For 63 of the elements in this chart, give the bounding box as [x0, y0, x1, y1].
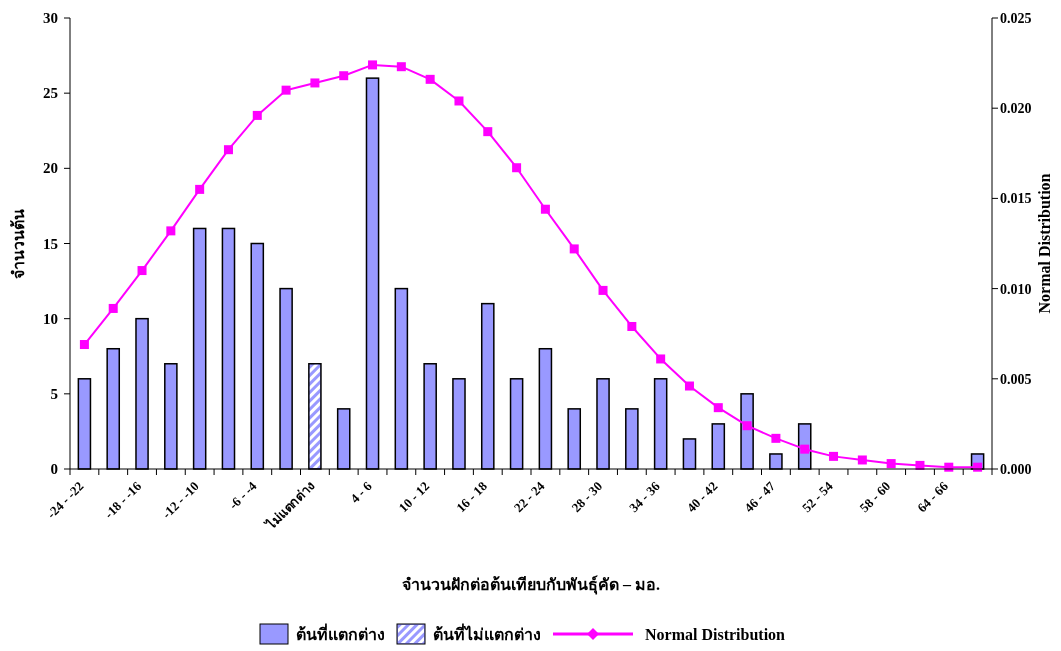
point: [713, 403, 723, 413]
point: [396, 62, 406, 72]
x-tick-label: 22 - 24: [510, 478, 548, 516]
y2-tick-label: 0.000: [1000, 462, 1032, 477]
y2-tick-label: 0.020: [1000, 101, 1032, 117]
point: [137, 266, 147, 276]
x-tick-label: 34 - 36: [626, 478, 664, 516]
y-tick-label: 15: [43, 235, 58, 252]
x-tick-label: -18 - -16: [101, 478, 145, 522]
y2-tick-label: 0.015: [1000, 191, 1032, 207]
point: [656, 354, 666, 364]
point: [223, 145, 233, 155]
point: [886, 459, 896, 469]
x-tick-label: -12 - -10: [159, 478, 202, 522]
legend-label: ต้นที่แตกต่าง: [296, 623, 385, 643]
point: [79, 340, 89, 350]
y2-tick-label: 0.025: [1000, 11, 1032, 26]
x-tick-label: -24 - -22: [43, 478, 87, 522]
point: [281, 85, 291, 95]
point: [569, 244, 579, 254]
x-tick-label: 40 - 42: [683, 478, 721, 516]
x-tick-label: 4 - 6: [347, 478, 375, 506]
x-tick-label: 52 - 54: [798, 478, 836, 516]
point: [540, 204, 550, 214]
point: [454, 96, 464, 106]
x-tick-label: 28 - 30: [568, 478, 606, 516]
y-tick-label: 0: [50, 461, 58, 477]
x-axis-title: จำนวนฝักต่อต้นเทียบกับพันธุ์คัด – มอ.: [402, 575, 660, 595]
point: [829, 451, 839, 461]
y-axis-title: จำนวนต้น: [10, 208, 27, 279]
x-tick-label: 10 - 12: [395, 478, 433, 516]
x-tick-label: 64 - 66: [914, 478, 952, 516]
point: [108, 303, 118, 313]
point: [771, 433, 781, 443]
point: [800, 444, 810, 454]
point: [857, 455, 867, 465]
point: [166, 226, 176, 236]
point: [195, 184, 205, 194]
legend-label: Normal Distribution: [645, 626, 786, 643]
point: [512, 163, 522, 173]
y2-tick-label: 0.010: [1000, 281, 1032, 297]
legend-label: ต้นที่ไม่แตกต่าง: [433, 623, 541, 643]
x-tick-label: 16 - 18: [453, 478, 491, 516]
point: [483, 127, 493, 137]
y-tick-label: 5: [50, 385, 58, 402]
point: [339, 71, 349, 81]
x-tick-label: 58 - 60: [856, 478, 894, 516]
point: [742, 421, 752, 431]
point: [684, 381, 694, 391]
x-tick-label: -6 - -4: [225, 478, 260, 513]
y2-axis-title: Normal Distribution: [1036, 173, 1053, 314]
x-tick-label: 46 - 47: [741, 478, 779, 516]
point: [368, 60, 378, 70]
point: [310, 78, 320, 88]
y-tick-label: 25: [43, 85, 58, 102]
y-tick-label: 30: [43, 10, 58, 26]
point: [627, 321, 637, 331]
y2-tick-label: 0.005: [1000, 371, 1032, 387]
y-tick-label: 10: [43, 310, 58, 327]
point: [425, 74, 435, 84]
point: [252, 110, 262, 120]
point: [598, 285, 608, 295]
y-tick-label: 20: [43, 160, 58, 177]
